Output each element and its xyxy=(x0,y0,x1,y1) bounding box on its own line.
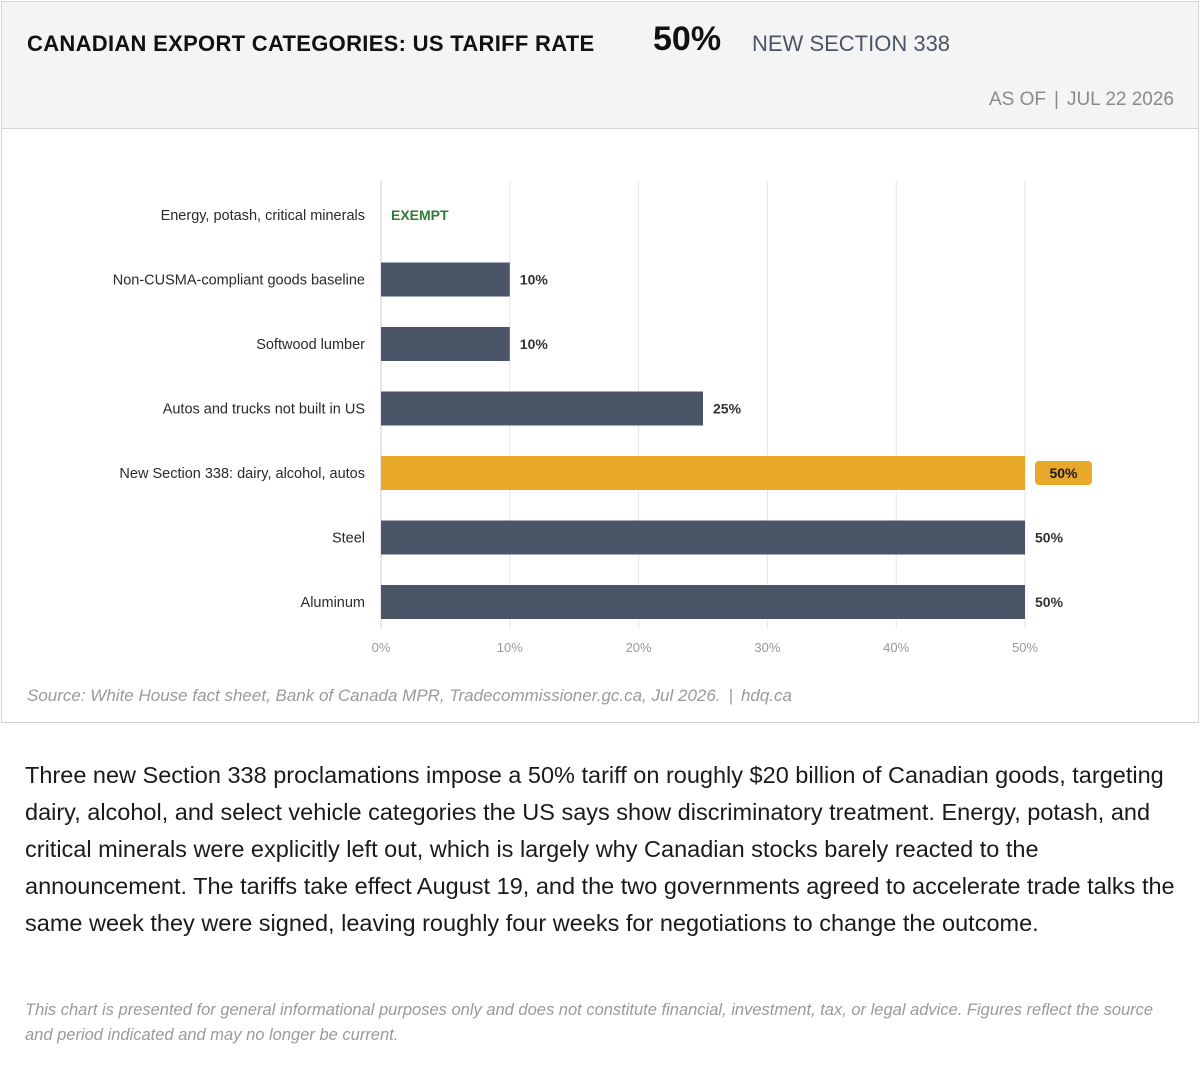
highlight-value-badge xyxy=(1035,461,1092,485)
value-label: 50% xyxy=(1049,465,1078,481)
chart-title: CANADIAN EXPORT CATEGORIES: US TARIFF RA… xyxy=(27,31,595,56)
as-of-value: JUL 22 2026 xyxy=(1066,89,1174,110)
x-tick-label: 30% xyxy=(754,640,780,655)
x-tick-label: 0% xyxy=(372,640,391,655)
bar xyxy=(381,520,1025,555)
value-label: 10% xyxy=(520,336,549,352)
headline-rate-subtitle: NEW SECTION 338 xyxy=(752,31,951,56)
source-site: hdq.ca xyxy=(740,686,793,705)
bar xyxy=(381,262,510,297)
value-label: 25% xyxy=(713,401,742,417)
category-label: Softwood lumber xyxy=(256,337,365,353)
bar xyxy=(381,391,703,426)
bar xyxy=(381,327,510,361)
as-of-date: AS OF | JUL 22 2026 xyxy=(989,89,1174,111)
category-label: Steel xyxy=(332,531,365,547)
bar xyxy=(381,585,1025,619)
chart-source: Source: White House fact sheet, Bank of … xyxy=(27,686,792,706)
category-label: Non-CUSMA-compliant goods baseline xyxy=(113,273,365,289)
article-paragraph: Three new Section 338 proclamations impo… xyxy=(25,762,1175,936)
category-label: New Section 338: dairy, alcohol, autos xyxy=(119,466,365,482)
as-of-label: AS OF xyxy=(989,89,1047,110)
x-tick-label: 50% xyxy=(1012,640,1038,655)
x-tick-label: 10% xyxy=(497,640,523,655)
source-separator: | xyxy=(728,686,733,705)
category-label: Aluminum xyxy=(301,595,365,611)
value-label: 50% xyxy=(1035,530,1064,546)
x-tick-label: 40% xyxy=(883,640,909,655)
disclaimer: This chart is presented for general info… xyxy=(25,1001,1154,1044)
category-label: Energy, potash, critical minerals xyxy=(161,208,365,224)
x-tick-label: 20% xyxy=(626,640,652,655)
bar xyxy=(381,456,1025,490)
value-label: 10% xyxy=(520,272,549,288)
exempt-label: EXEMPT xyxy=(391,207,449,223)
source-text: Source: White House fact sheet, Bank of … xyxy=(27,686,721,705)
chart-header: CANADIAN EXPORT CATEGORIES: US TARIFF RA… xyxy=(2,2,1198,129)
headline-rate: 50% xyxy=(653,20,722,58)
category-label: Autos and trucks not built in US xyxy=(163,402,365,418)
as-of-separator: | xyxy=(1054,89,1059,110)
bar-chart: 0% 10% 20% 30% 40% 50% Energy, potash, critica… xyxy=(113,181,1092,655)
value-label: 50% xyxy=(1035,594,1064,610)
chart-card: CANADIAN EXPORT CATEGORIES: US TARIFF RA… xyxy=(1,1,1199,723)
